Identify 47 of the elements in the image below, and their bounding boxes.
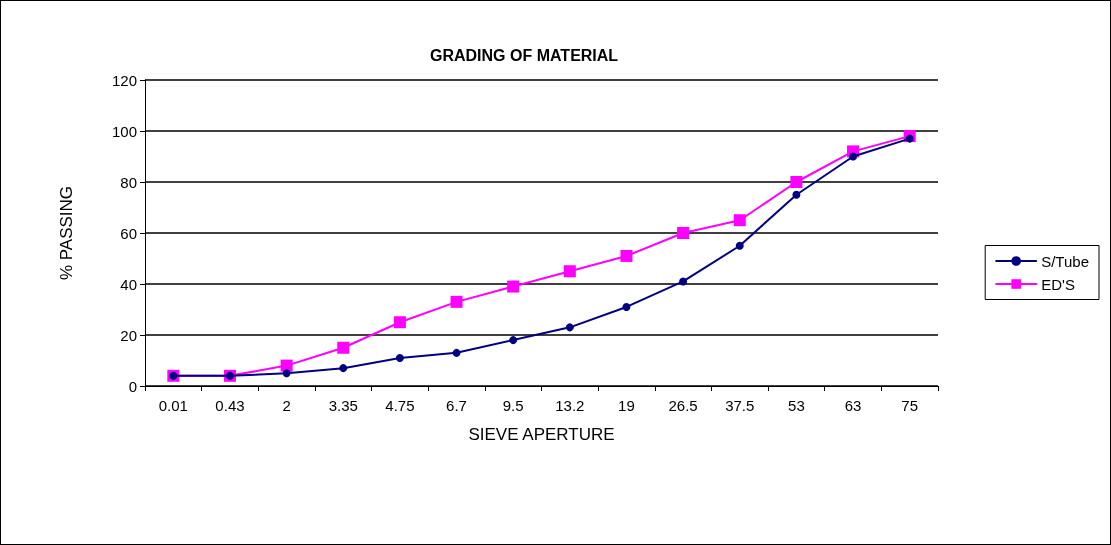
point — [620, 249, 633, 262]
y-tick-label: 20 — [120, 326, 137, 344]
y-tick-label: 80 — [120, 173, 137, 191]
point — [733, 214, 746, 227]
x-tick-label: 13.2 — [555, 397, 585, 414]
point — [450, 295, 463, 308]
y-tick-label: 60 — [120, 224, 137, 242]
point — [339, 364, 348, 373]
point — [790, 176, 803, 188]
point — [622, 302, 631, 311]
point — [393, 316, 406, 329]
point — [509, 336, 518, 345]
point — [565, 323, 574, 332]
x-tick-label: 6.7 — [446, 397, 467, 414]
point — [792, 190, 801, 199]
point — [452, 348, 461, 357]
point — [679, 277, 688, 286]
x-tick-label: 26.5 — [668, 397, 698, 414]
x-tick-label: 3.35 — [328, 397, 358, 414]
point — [282, 369, 291, 378]
x-tick-label: 0.01 — [158, 397, 188, 414]
point — [395, 353, 404, 362]
point — [677, 227, 690, 239]
legend-label: S/Tube — [1041, 252, 1090, 270]
x-axis-title: SIEVE APERTURE — [468, 425, 615, 444]
x-tick-label: 0.43 — [215, 397, 245, 414]
point — [337, 341, 350, 354]
x-tick-label: 2 — [282, 397, 291, 414]
x-tick-label: 19 — [618, 397, 635, 414]
x-tick-label: 9.5 — [502, 397, 524, 414]
y-tick-label: 40 — [120, 275, 137, 293]
y-tick-label: 120 — [111, 71, 137, 89]
chart-title: GRADING OF MATERIAL — [430, 46, 619, 64]
x-tick-label: 4.75 — [385, 397, 415, 414]
x-tick-label: 75 — [901, 397, 919, 414]
y-tick-label: 100 — [111, 122, 137, 140]
point — [563, 265, 576, 278]
y-tick-label: 0 — [128, 377, 137, 395]
legend-label: ED'S — [1041, 275, 1075, 293]
point — [905, 134, 914, 143]
point — [507, 280, 520, 293]
x-tick-label: 63 — [844, 397, 862, 414]
y-axis-title: % PASSING — [57, 185, 76, 281]
x-tick-label: 53 — [788, 397, 805, 414]
x-tick-label: 37.5 — [725, 397, 755, 414]
point — [735, 241, 744, 250]
point — [849, 152, 858, 161]
